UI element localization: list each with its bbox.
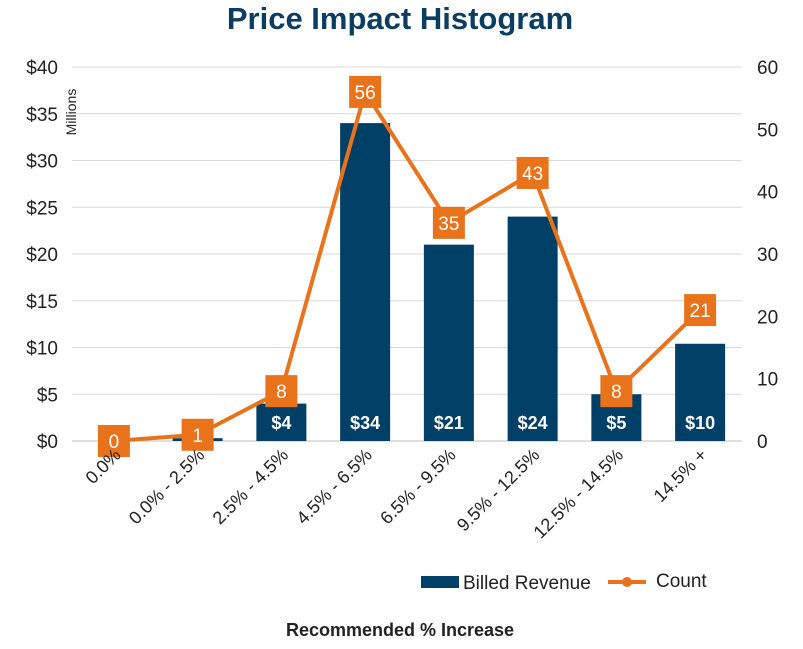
bar-value-label: $5: [606, 413, 626, 433]
bar-value-label: $10: [685, 413, 715, 433]
bar-value-label: $24: [518, 413, 548, 433]
legend-label-count: Count: [656, 571, 707, 592]
left-y-tick-label: $30: [26, 152, 58, 173]
right-y-tick-label: 0: [757, 432, 768, 453]
legend-swatch-count-marker: [622, 577, 632, 587]
count-point-label: 56: [355, 83, 376, 104]
count-point-marker: [265, 375, 298, 408]
count-point-marker: [349, 75, 382, 108]
bar-series: $4 $34 $21 $24 $5 $10: [172, 123, 726, 441]
count-point-marker: [181, 418, 214, 451]
count-point-marker: [97, 425, 130, 457]
bar-billed-revenue: [423, 244, 474, 441]
right-y-tick-label: 50: [757, 120, 778, 141]
bar-billed-revenue: [675, 343, 726, 441]
left-y-tick-label: $35: [26, 105, 58, 126]
right-y-tick-label: 60: [757, 58, 778, 79]
count-point-label: 43: [522, 164, 543, 185]
x-axis-categories: 0.0% 0.0% - 2.5% 2.5% - 4.5% 4.5% - 6.5% 6.5…: [82, 445, 711, 543]
x-category-label: 2.5% - 4.5%: [209, 445, 292, 528]
count-point-marker: [684, 294, 717, 327]
bar-value-label: $21: [434, 413, 464, 433]
count-point-label: 35: [438, 214, 459, 235]
x-category-label: 6.5% - 9.5%: [376, 445, 459, 528]
count-point-marker: [432, 206, 465, 239]
right-y-axis: 0 10 20 30 40 50 60: [757, 58, 778, 453]
count-point-marker: [600, 375, 633, 408]
count-point-marker: [516, 156, 549, 189]
gridlines: [72, 66, 742, 442]
chart-title: Price Impact Histogram: [227, 1, 573, 36]
legend-label-billed-revenue: Billed Revenue: [463, 573, 591, 594]
count-point-label: 0: [109, 432, 120, 453]
bar-value-label: $34: [350, 413, 380, 433]
left-y-tick-label: $20: [26, 245, 58, 266]
y-axis-unit-label: Millions: [63, 89, 79, 136]
x-category-label: 9.5% - 12.5%: [453, 445, 544, 536]
right-y-tick-label: 20: [757, 307, 778, 328]
left-y-tick-label: $15: [26, 292, 58, 313]
left-y-tick-label: $25: [26, 198, 58, 219]
legend: Billed Revenue Count: [421, 571, 707, 594]
x-category-label: 0.0% - 2.5%: [125, 445, 208, 528]
right-y-tick-label: 40: [757, 183, 778, 204]
bar-billed-revenue: [256, 403, 307, 441]
right-y-tick-label: 30: [757, 245, 778, 266]
left-y-tick-label: $5: [37, 385, 58, 406]
left-y-axis: $0 $5 $10 $15 $20 $25 $30 $35 $40: [26, 58, 58, 453]
bar-billed-revenue: [340, 123, 391, 441]
bar-billed-revenue: [507, 216, 558, 441]
line-series: 0 1 8 56 35 43 8 21: [97, 75, 717, 457]
count-point-label: 8: [276, 382, 287, 403]
left-y-tick-label: $0: [37, 432, 58, 453]
bar-value-label: $4: [271, 413, 291, 433]
right-y-tick-label: 10: [757, 370, 778, 391]
left-y-tick-label: $10: [26, 339, 58, 360]
legend-swatch-billed-revenue: [421, 576, 459, 588]
x-category-label: 14.5% +: [650, 445, 711, 506]
x-axis-label: Recommended % Increase: [286, 620, 514, 640]
count-point-label: 1: [192, 426, 203, 447]
count-point-label: 8: [611, 382, 622, 403]
left-y-tick-label: $40: [26, 58, 58, 79]
x-category-label: 4.5% - 6.5%: [292, 445, 375, 528]
x-category-label: 12.5% - 14.5%: [530, 445, 628, 543]
count-point-label: 21: [690, 301, 711, 322]
